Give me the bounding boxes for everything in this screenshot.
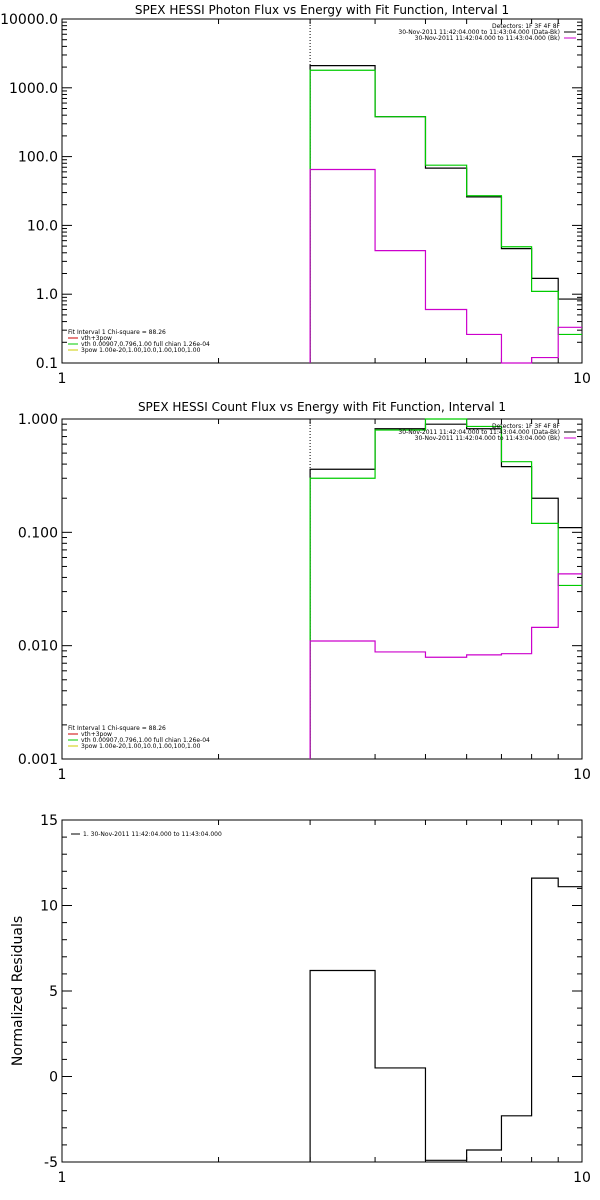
count-x-tick-label: 1 (58, 767, 67, 783)
count-fit-legend-line: Fit Interval 1 Chi-square = 88.26 (68, 725, 166, 732)
count-flux-panel: SPEX HESSI Count Flux vs Energy with Fit… (18, 400, 591, 783)
count-chart-title: SPEX HESSI Count Flux vs Energy with Fit… (138, 400, 506, 414)
photon-y-ticks: 0.1 1.0 10.0 100.0 1000.0 10000.0 (0, 12, 582, 372)
count-fit-legend-line: vth+3pow (81, 731, 112, 738)
photon-fit-legend-line: Fit Interval 1 Chi-square = 88.26 (68, 329, 166, 336)
photon-chart-title: SPEX HESSI Photon Flux vs Energy with Fi… (135, 3, 509, 17)
count-y-tick-label: 0.010 (18, 639, 58, 655)
count-y-tick-label: 1.000 (18, 412, 58, 428)
photon-series-1-line (309, 69, 582, 363)
residuals-y-axis-label: Normalized Residuals (10, 916, 26, 1066)
count-plot-frame (61, 418, 583, 760)
residuals-series-0-line (309, 877, 582, 1162)
photon-plot-frame (61, 18, 583, 364)
count-top-legend-line: 30-Nov-2011 11:42:04.000 to 11:43:04.000… (415, 435, 560, 442)
count-fit-legend-line: 3pow 1.00e-20,1.00,10.0,1.00,100,1.00 (81, 743, 201, 750)
residuals-x-ticks: 1 10 (58, 820, 591, 1186)
residuals-legend: 1. 30-Nov-2011 11:42:04.000 to 11:43:04.… (71, 831, 222, 838)
photon-y-tick-label: 10000.0 (0, 12, 58, 28)
photon-series (309, 65, 582, 364)
count-y-tick-label: 0.100 (18, 525, 58, 541)
residuals-y-tick-label: 15 (40, 813, 58, 829)
photon-y-tick-label: 100.0 (18, 150, 58, 166)
photon-flux-panel: SPEX HESSI Photon Flux vs Energy with Fi… (0, 3, 591, 387)
photon-y-tick-label: 0.1 (36, 356, 58, 372)
residuals-plot-frame (61, 819, 583, 1163)
count-series-0-line (309, 423, 582, 759)
photon-fit-legend-line: vth 0.00907,0.796,1.00 full chian 1.26e-… (81, 341, 210, 348)
photon-top-legend-line: 30-Nov-2011 11:42:04.000 to 11:43:04.000… (398, 29, 560, 36)
photon-series-0-line (309, 65, 582, 363)
photon-y-tick-label: 1000.0 (9, 81, 58, 97)
photon-fit-legend-line: vth+3pow (81, 335, 112, 342)
photon-y-tick-label: 1.0 (36, 287, 58, 303)
count-series-2-line (309, 573, 582, 759)
count-fit-legend-line: vth 0.00907,0.796,1.00 full chian 1.26e-… (81, 737, 210, 744)
residuals-legend-line: 1. 30-Nov-2011 11:42:04.000 to 11:43:04.… (83, 831, 222, 838)
photon-top-legend-line: 30-Nov-2011 11:42:04.000 to 11:43:04.000… (415, 35, 560, 42)
residuals-series (309, 877, 582, 1162)
photon-top-legend-line: Detectors: 1F 3F 4F 8F (492, 23, 561, 30)
residuals-y-tick-label: 5 (49, 984, 58, 1000)
count-series (309, 418, 582, 759)
residuals-y-tick-label: -5 (44, 1155, 58, 1171)
photon-series-2-line (309, 168, 582, 364)
count-top-legend-line: Detectors: 1F 3F 4F 8F (492, 423, 561, 430)
photon-y-tick-label: 10.0 (27, 218, 58, 234)
count-series-1-line (309, 418, 582, 759)
count-x-tick-label: 10 (573, 767, 591, 783)
photon-x-tick-label: 1 (58, 371, 67, 387)
residuals-y-tick-label: 10 (40, 899, 58, 915)
photon-x-ticks: 1 10 (58, 19, 591, 387)
count-y-tick-label: 0.001 (18, 752, 58, 768)
photon-fit-legend: Fit Interval 1 Chi-square = 88.26vth+3po… (68, 329, 210, 354)
residuals-y-ticks: -5 0 5 10 15 (40, 813, 582, 1171)
residuals-panel: Normalized Residuals -5 0 5 10 15 1 10 1. 30-… (10, 813, 591, 1186)
count-fit-legend: Fit Interval 1 Chi-square = 88.26vth+3po… (68, 725, 210, 750)
count-y-ticks: 0.001 0.010 0.100 1.000 (18, 412, 582, 768)
residuals-y-tick-label: 0 (49, 1070, 58, 1086)
count-top-legend-line: 30-Nov-2011 11:42:04.000 to 11:43:04.000… (398, 429, 560, 436)
residuals-x-tick-label: 10 (573, 1170, 591, 1186)
photon-fit-legend-line: 3pow 1.00e-20,1.00,10.0,1.00,100,1.00 (81, 347, 201, 354)
residuals-x-tick-label: 1 (58, 1170, 67, 1186)
photon-x-tick-label: 10 (573, 371, 591, 387)
